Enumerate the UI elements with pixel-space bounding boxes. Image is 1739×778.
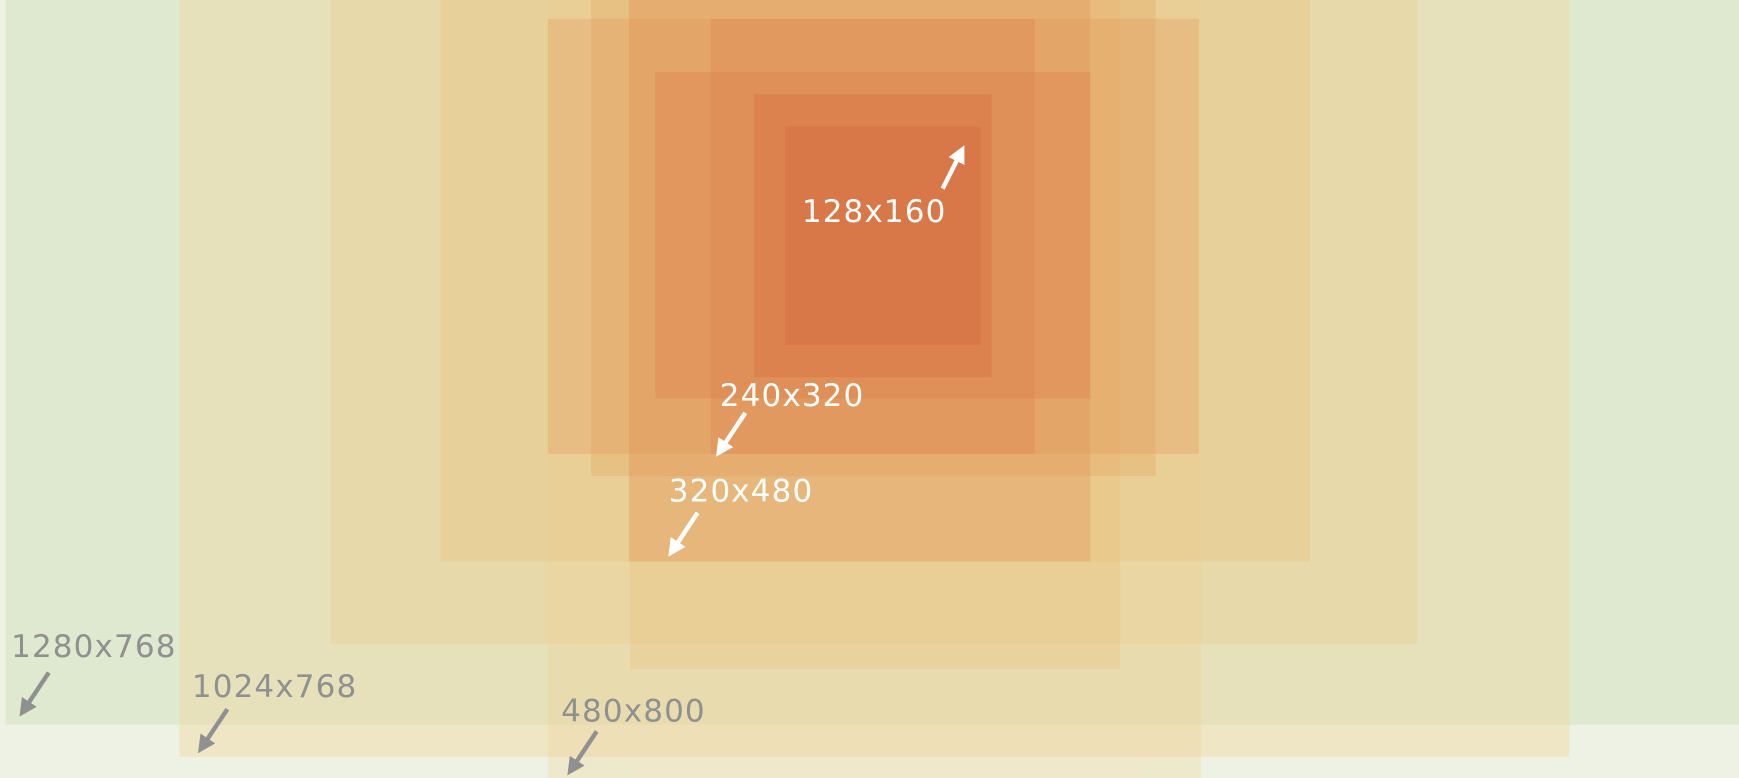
label: 320x480 xyxy=(669,474,814,510)
arrow xyxy=(19,671,51,717)
label: 128x160 xyxy=(802,194,947,230)
screen-rects xyxy=(5,0,1739,778)
arrow xyxy=(198,707,230,754)
rect xyxy=(629,0,1121,670)
rect-128x160 xyxy=(785,126,981,346)
rect-240x320 xyxy=(655,72,1091,399)
rect-480x800 xyxy=(547,0,1202,778)
rect xyxy=(330,0,1418,644)
arrow xyxy=(940,145,965,190)
rect xyxy=(710,18,1035,454)
rect-1024x768 xyxy=(179,0,1570,757)
label: 1024x768 xyxy=(192,669,357,705)
arrows xyxy=(19,145,965,776)
rect-320x480 xyxy=(628,0,1091,562)
rect xyxy=(440,0,1310,562)
label: 480x800 xyxy=(561,693,706,729)
arrow xyxy=(715,411,748,457)
arrow xyxy=(668,511,700,557)
label: 1280x768 xyxy=(11,629,176,665)
rect xyxy=(754,94,992,378)
rect xyxy=(547,18,1199,454)
label: 240x320 xyxy=(720,378,865,414)
rect-1280x768 xyxy=(5,0,1739,725)
arrow xyxy=(567,730,599,776)
rect xyxy=(591,0,1156,477)
